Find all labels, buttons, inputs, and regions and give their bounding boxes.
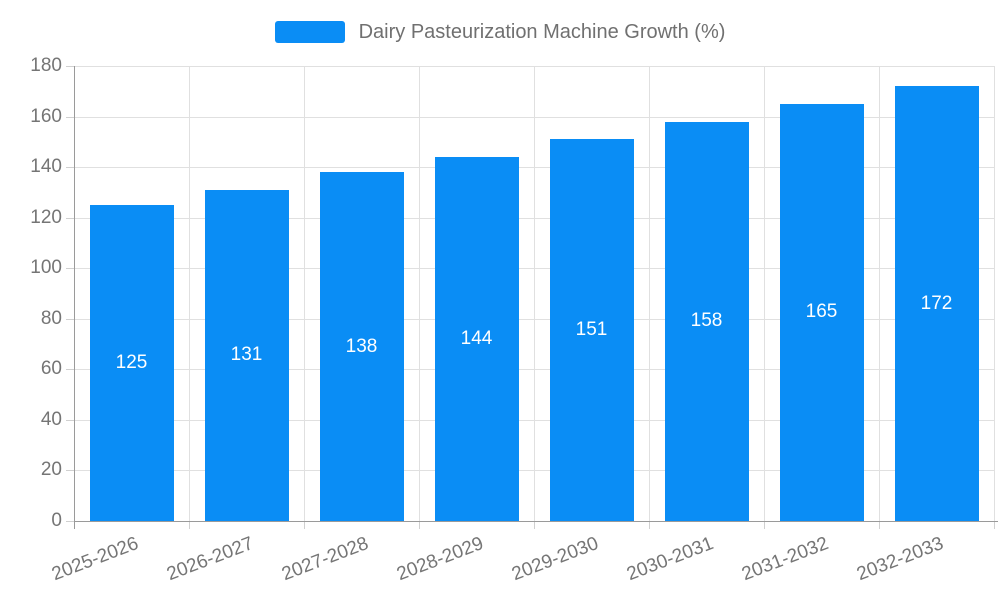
bar-value-label: 165 bbox=[805, 301, 838, 323]
gridline-vertical bbox=[764, 66, 765, 521]
y-axis-label: 140 bbox=[30, 156, 62, 178]
y-axis-tick bbox=[66, 470, 74, 472]
bar-value-label: 144 bbox=[460, 328, 493, 349]
bar[interactable]: 165 bbox=[779, 103, 864, 521]
y-axis-label: 180 bbox=[30, 55, 62, 76]
bar[interactable]: 138 bbox=[319, 172, 404, 521]
legend-item[interactable]: Dairy Pasteurization Machine Growth (%) bbox=[0, 20, 1000, 44]
x-axis-tick bbox=[189, 521, 190, 529]
x-axis-tick bbox=[304, 521, 305, 529]
y-axis-tick bbox=[66, 217, 74, 219]
y-axis-tick bbox=[66, 268, 74, 270]
x-axis-label: 2030-2031 bbox=[623, 533, 717, 586]
x-axis-tick bbox=[879, 521, 880, 529]
x-axis-label: 2028-2029 bbox=[393, 533, 487, 586]
gridline-vertical bbox=[419, 66, 420, 521]
bar-value-label: 131 bbox=[230, 344, 263, 366]
gridline-vertical bbox=[534, 66, 535, 521]
y-axis-label: 60 bbox=[40, 358, 62, 380]
y-axis-label: 80 bbox=[40, 307, 62, 329]
x-axis-label: 2025-2026 bbox=[48, 533, 142, 586]
y-axis-tick bbox=[66, 318, 74, 320]
y-axis-tick bbox=[66, 419, 74, 421]
bar[interactable]: 172 bbox=[894, 86, 979, 521]
y-axis-label: 160 bbox=[30, 105, 62, 127]
x-axis-label: 2026-2027 bbox=[163, 533, 257, 586]
x-axis-tick bbox=[649, 521, 650, 529]
y-axis-tick bbox=[66, 167, 74, 169]
bar[interactable]: 144 bbox=[434, 157, 519, 521]
gridline-vertical bbox=[304, 66, 305, 521]
bar-value-label: 172 bbox=[920, 292, 953, 314]
gridline-vertical bbox=[649, 66, 650, 521]
gridline-vertical bbox=[879, 66, 880, 521]
y-axis-tick bbox=[66, 116, 74, 118]
y-axis-label: 40 bbox=[40, 408, 62, 430]
bar[interactable]: 131 bbox=[204, 189, 289, 521]
x-axis-label: 2027-2028 bbox=[278, 533, 372, 586]
bar[interactable]: 158 bbox=[664, 121, 749, 521]
y-axis-label: 120 bbox=[30, 206, 62, 228]
x-axis-line bbox=[74, 521, 998, 522]
bar-value-label: 158 bbox=[690, 310, 723, 332]
y-axis-label: 20 bbox=[40, 459, 62, 481]
legend-swatch bbox=[274, 21, 345, 43]
x-axis-tick bbox=[534, 521, 535, 529]
x-axis-label: 2029-2030 bbox=[508, 533, 602, 586]
y-axis-tick bbox=[66, 66, 74, 67]
gridline-vertical bbox=[189, 66, 190, 521]
bar-value-label: 138 bbox=[345, 335, 378, 357]
y-axis-tick bbox=[66, 521, 74, 522]
x-axis-tick bbox=[994, 521, 995, 529]
legend-label: Dairy Pasteurization Machine Growth (%) bbox=[358, 21, 726, 43]
y-axis-tick bbox=[66, 369, 74, 371]
x-axis-tick bbox=[419, 521, 420, 529]
y-axis-label: 0 bbox=[51, 510, 62, 531]
y-axis-label: 100 bbox=[30, 257, 62, 279]
x-axis-label: 2031-2032 bbox=[738, 533, 832, 586]
bar-value-label: 125 bbox=[115, 352, 148, 373]
bar[interactable]: 125 bbox=[89, 205, 174, 521]
x-axis-tick bbox=[764, 521, 765, 529]
gridline-vertical bbox=[994, 66, 995, 521]
bar-value-label: 151 bbox=[575, 319, 608, 341]
x-axis-label: 2032-2033 bbox=[853, 533, 947, 586]
bar[interactable]: 151 bbox=[549, 139, 634, 521]
y-axis-line bbox=[74, 66, 75, 529]
